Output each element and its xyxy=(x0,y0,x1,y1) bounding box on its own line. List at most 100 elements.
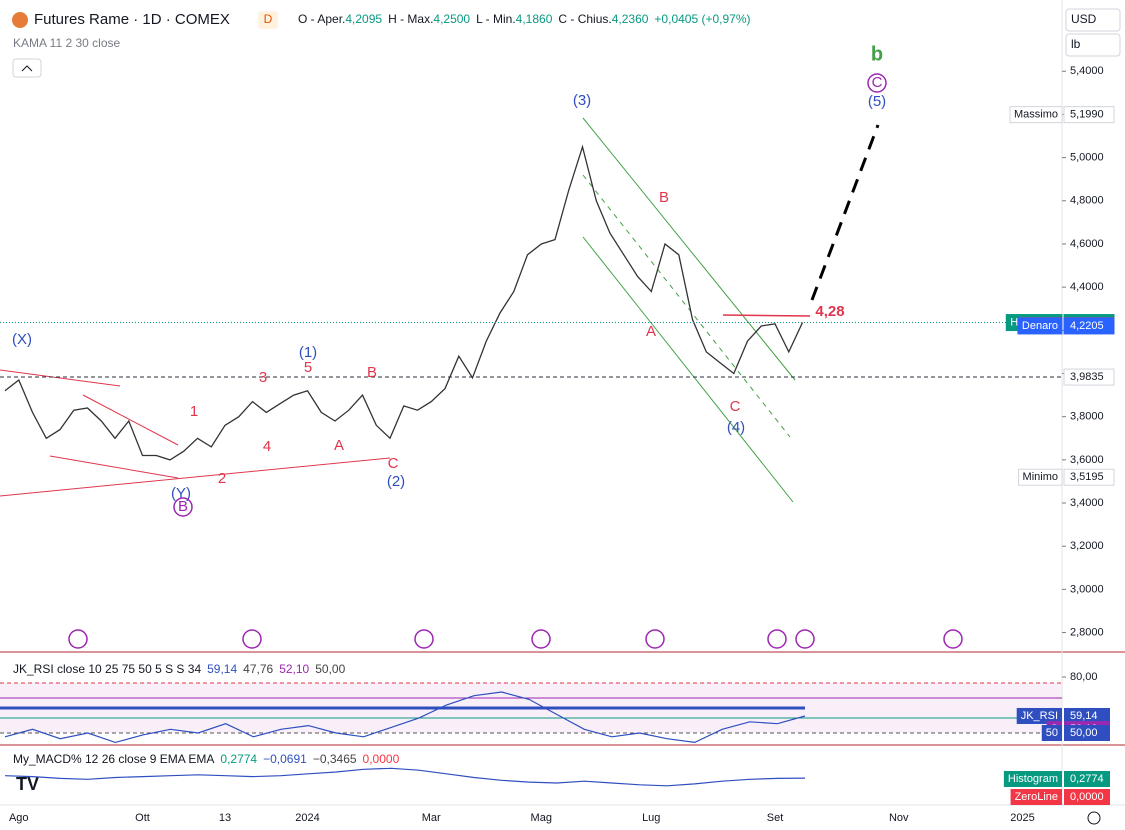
unit-select[interactable] xyxy=(1065,33,1121,57)
wave-label: (2) xyxy=(387,473,405,490)
wave-label: A xyxy=(334,437,344,454)
indicator-value: −0,3465 xyxy=(313,752,357,766)
unit: lb xyxy=(1071,37,1081,51)
trendline xyxy=(49,455,179,479)
event-icon[interactable] xyxy=(795,629,815,649)
y-tick-label: 4,4000 xyxy=(1070,281,1104,293)
price-tag-value: 3,9835 xyxy=(1070,371,1104,383)
price-tag-value: 3,5195 xyxy=(1070,471,1104,483)
ohlc-value: 4,2095 xyxy=(345,12,382,26)
event-icon[interactable] xyxy=(242,629,262,649)
trendline xyxy=(82,394,179,446)
wave-label: B xyxy=(367,364,377,381)
value-tag-name-box xyxy=(1016,707,1062,724)
currency-select[interactable] xyxy=(1065,8,1121,32)
price-tag-name: Denaro xyxy=(1022,320,1058,332)
price-tag xyxy=(1063,468,1115,486)
indicator-value: 59,14 xyxy=(207,662,237,676)
indicator-value: 47,76 xyxy=(243,662,273,676)
x-tick-label: Mag xyxy=(531,812,552,824)
wave-label: (Y) xyxy=(171,485,191,502)
indicator-value: −0,0691 xyxy=(263,752,307,766)
indicator-value: 0,2774 xyxy=(220,752,257,766)
price-tag xyxy=(1063,106,1115,124)
x-tick-label: Ott xyxy=(135,812,150,824)
ohlc-label: L - Min. xyxy=(476,12,516,26)
wave-label: C xyxy=(388,455,399,472)
y-tick-label: 80,00 xyxy=(1070,671,1098,683)
price-tag-name-box xyxy=(1017,317,1063,335)
event-icon[interactable] xyxy=(414,629,434,649)
indicator-value: 0,0000 xyxy=(363,752,400,766)
wave-label: 2 xyxy=(218,470,226,487)
y-tick-label: 4,8000 xyxy=(1070,195,1104,207)
symbol-title: Futures Rame · 1D · COMEX xyxy=(34,11,230,28)
indicator-value: 50,00 xyxy=(315,662,345,676)
event-icon[interactable] xyxy=(767,629,787,649)
y-tick-label: 3,2000 xyxy=(1070,540,1104,552)
value-tag-name: ZeroLine xyxy=(1015,791,1058,803)
value-tag-label: 59,14 xyxy=(1070,710,1098,722)
event-icons xyxy=(68,629,963,649)
value-tag-name-box xyxy=(1041,725,1062,741)
currency: USD xyxy=(1071,12,1097,26)
chevron xyxy=(21,65,33,72)
value-tag-name: Histogram xyxy=(1008,773,1058,785)
price-tag-name-box xyxy=(1009,106,1063,124)
wave-label: 4 xyxy=(263,438,271,455)
ohlc-value: 4,2360 xyxy=(612,12,649,26)
value-tag-name: 50 xyxy=(1046,727,1058,739)
value-tag-name: JK_RSI xyxy=(1021,710,1058,722)
channel-line xyxy=(582,236,794,503)
price-tag-name: Minimo xyxy=(1023,471,1058,483)
price-line xyxy=(4,767,806,787)
event-icon[interactable] xyxy=(645,629,665,649)
y-tick-label: 3,8000 xyxy=(1070,411,1104,423)
y-tick-label: 4,6000 xyxy=(1070,238,1104,250)
drawings xyxy=(0,117,880,503)
wave-label: (5) xyxy=(868,93,886,110)
settings-icon[interactable] xyxy=(1087,811,1101,825)
x-tick-label: 13 xyxy=(219,812,231,824)
x-tick-label: 2024 xyxy=(295,812,319,824)
logo: TV xyxy=(16,774,39,794)
x-tick-label: Set xyxy=(767,812,784,824)
channel-line xyxy=(582,117,796,381)
x-tick-label: Ago xyxy=(9,812,29,824)
wave-label: 5 xyxy=(304,359,312,376)
indicator-label: KAMA 11 2 30 close xyxy=(13,36,121,50)
y-tick-label: 2,8000 xyxy=(1070,626,1104,638)
ohlc-label: O - Aper. xyxy=(298,12,345,26)
price-line xyxy=(4,144,804,461)
event-icon[interactable] xyxy=(68,629,88,649)
wave-label: B xyxy=(178,498,188,515)
y-tick-label: 3,0000 xyxy=(1070,583,1104,595)
price-line xyxy=(4,691,806,744)
price-tag-value: 4,2205 xyxy=(1070,320,1104,332)
value-tag xyxy=(1064,725,1110,741)
price-tag-name: Massimo xyxy=(1014,109,1058,121)
event-icon[interactable] xyxy=(531,629,551,649)
value-tag-name-box xyxy=(1003,771,1062,787)
trendline xyxy=(0,369,121,387)
wave-circle xyxy=(173,497,193,517)
trendline xyxy=(0,457,391,497)
y-tick-label: 5,0000 xyxy=(1070,152,1104,164)
ohlc-value: 4,2500 xyxy=(433,12,470,26)
value-tag-label: 0,0000 xyxy=(1070,791,1104,803)
collapse-button[interactable] xyxy=(12,58,42,78)
indicator-title: My_MACD% 12 26 close 9 EMA EMA xyxy=(13,752,214,766)
value-tag-name-box xyxy=(1010,789,1062,805)
event-icon[interactable] xyxy=(943,629,963,649)
wave-label: (3) xyxy=(573,92,591,109)
indicator-title: JK_RSI close 10 25 75 50 5 S S 34 xyxy=(13,662,201,676)
x-tick-label: 2025 xyxy=(1010,812,1034,824)
wave-label: C xyxy=(730,398,741,415)
resistance xyxy=(722,314,811,317)
ohlc-label: H - Max. xyxy=(388,12,433,26)
value-tag-label: 0,2774 xyxy=(1070,773,1104,785)
ohlc-label: C - Chius. xyxy=(558,12,611,26)
value-tag-label: 50,00 xyxy=(1070,727,1098,739)
